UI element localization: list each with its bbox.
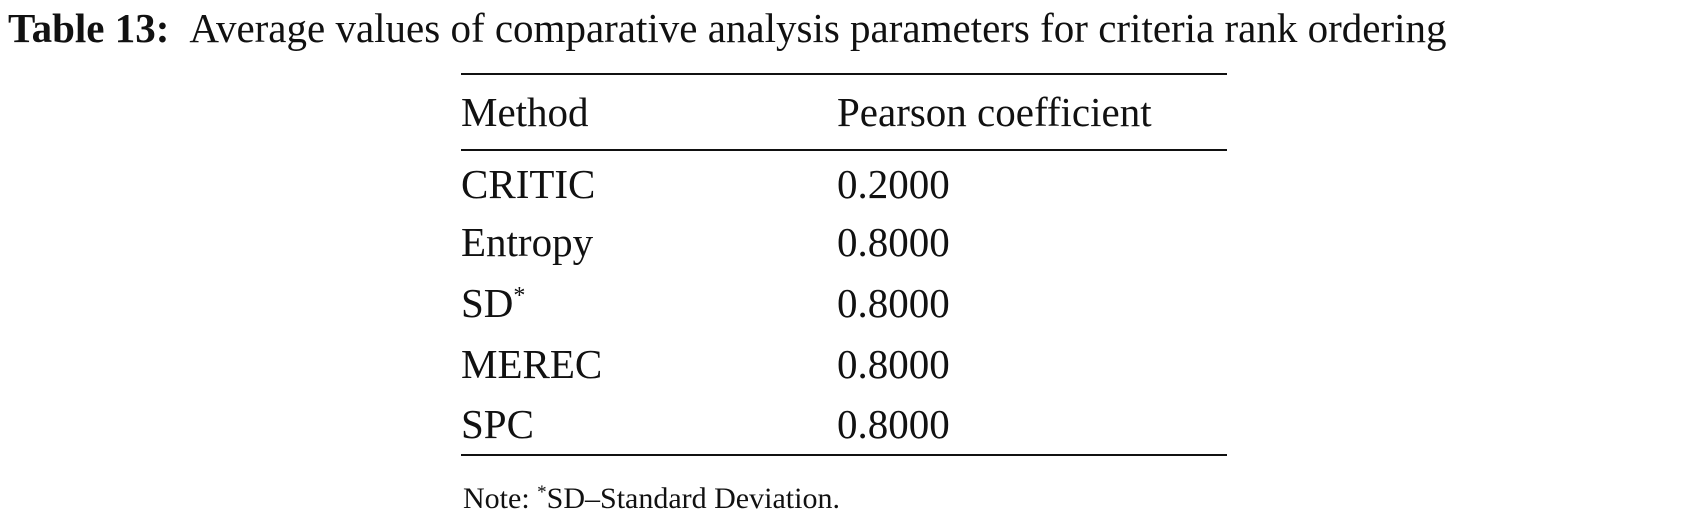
table-row: SD* 0.8000: [461, 272, 1227, 333]
table-header-row: Method Pearson coefficient: [461, 74, 1227, 150]
method-cell: SD*: [461, 272, 837, 333]
pearson-value-cell: 0.2000: [837, 161, 950, 207]
comparison-table-container: Method Pearson coefficient CRITIC 0.2000…: [461, 73, 1227, 456]
table-note: Note: *SD–Standard Deviation.: [463, 482, 840, 516]
table-note-text: SD–Standard Deviation.: [546, 482, 840, 515]
table-row: SPC 0.8000: [461, 394, 1227, 455]
table-row: CRITIC 0.2000: [461, 150, 1227, 211]
pearson-value-cell: 0.8000: [837, 401, 950, 447]
method-cell: CRITIC: [461, 150, 837, 211]
pearson-value-cell: 0.8000: [837, 279, 950, 326]
method-name: MEREC: [461, 340, 603, 387]
footnote-mark: *: [513, 282, 526, 309]
method-cell: MEREC: [461, 333, 837, 394]
method-cell: Entropy: [461, 211, 837, 272]
method-name: SD: [461, 279, 514, 326]
method-name: SPC: [461, 401, 534, 447]
column-header-pearson: Pearson coefficient: [837, 89, 1152, 135]
table-note-prefix: Note:: [463, 482, 538, 515]
method-cell: SPC: [461, 394, 837, 455]
table-caption-text: Average values of comparative analysis p…: [189, 5, 1447, 51]
table-row: MEREC 0.8000: [461, 333, 1227, 394]
table-caption-label: Table 13:: [8, 5, 170, 51]
table-row: Entropy 0.8000: [461, 211, 1227, 272]
method-name: Entropy: [461, 218, 594, 265]
comparison-table: Method Pearson coefficient CRITIC 0.2000…: [461, 73, 1227, 456]
pearson-value-cell: 0.8000: [837, 340, 950, 387]
table-caption: Table 13: Average values of comparative a…: [8, 0, 1687, 56]
column-header-method: Method: [461, 89, 589, 135]
method-name: CRITIC: [461, 161, 596, 207]
pearson-value-cell: 0.8000: [837, 218, 950, 265]
table-note-mark: *: [537, 482, 547, 503]
